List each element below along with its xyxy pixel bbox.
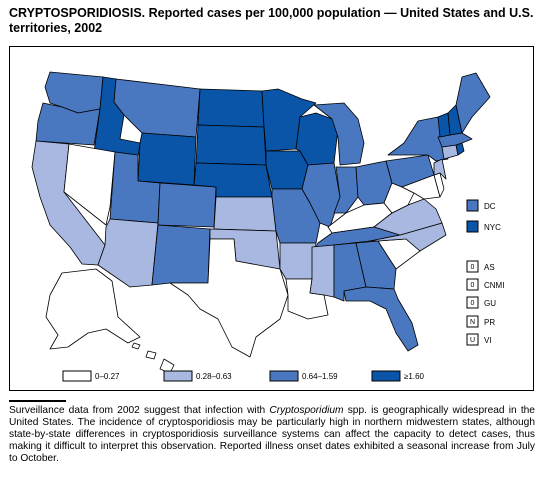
state-or bbox=[35, 102, 101, 146]
svg-text:PR: PR bbox=[484, 318, 495, 327]
legend-swatch-2 bbox=[269, 370, 299, 382]
territory-cnmi: 0 CNMI bbox=[466, 278, 504, 291]
caption-pre: Surveillance data from 2002 suggest that… bbox=[9, 405, 270, 416]
svg-text:0: 0 bbox=[471, 300, 475, 307]
state-mi bbox=[313, 102, 365, 166]
state-ia bbox=[265, 150, 309, 190]
caption-post: spp. is geographically widespread in the… bbox=[9, 405, 535, 464]
state-ct bbox=[441, 144, 459, 160]
inset-nyc-label: NYC bbox=[484, 223, 501, 232]
state-nj bbox=[433, 158, 447, 180]
state-ms bbox=[309, 244, 335, 298]
svg-text:GU: GU bbox=[484, 299, 496, 308]
caption: Surveillance data from 2002 suggest that… bbox=[9, 405, 535, 465]
state-co bbox=[157, 182, 217, 228]
territory-list: 0 AS 0 CNMI 0 GU N PR U VI bbox=[466, 260, 504, 346]
svg-text:CNMI: CNMI bbox=[484, 281, 504, 290]
state-tx bbox=[169, 238, 289, 358]
state-ks bbox=[213, 196, 277, 232]
caption-italic: Cryptosporidium bbox=[269, 405, 344, 416]
state-hi bbox=[131, 342, 175, 374]
legend-swatch-1 bbox=[163, 370, 193, 382]
territory-vi: U VI bbox=[466, 333, 492, 346]
territory-pr: N PR bbox=[466, 315, 495, 328]
legend-swatch-3 bbox=[371, 370, 401, 382]
legend-label-0: 0–0.27 bbox=[95, 372, 120, 381]
inset-nyc-swatch bbox=[466, 220, 479, 233]
legend-label-1: 0.28–0.63 bbox=[196, 372, 232, 381]
state-il bbox=[301, 162, 341, 228]
page-title: CRYPTOSPORIDIOSIS. Reported cases per 10… bbox=[9, 6, 534, 35]
state-sd bbox=[195, 124, 267, 166]
svg-text:U: U bbox=[470, 337, 475, 344]
state-ar bbox=[279, 242, 317, 280]
caption-rule bbox=[9, 400, 66, 402]
legend-label-3: ≥1.60 bbox=[404, 372, 425, 381]
state-wy bbox=[137, 132, 197, 186]
svg-text:N: N bbox=[470, 319, 475, 326]
inset-dc-swatch bbox=[466, 199, 479, 212]
legend-label-2: 0.64–1.59 bbox=[302, 372, 338, 381]
state-mt bbox=[113, 78, 201, 138]
territory-gu: 0 GU bbox=[466, 296, 496, 309]
svg-text:0: 0 bbox=[471, 282, 475, 289]
legend-swatch-0 bbox=[62, 370, 92, 382]
map-panel: DC NYC 0 AS 0 CNMI 0 GU N PR bbox=[9, 46, 534, 391]
svg-text:AS: AS bbox=[484, 263, 495, 272]
state-nv bbox=[63, 143, 116, 226]
inset-dc-label: DC bbox=[484, 202, 496, 211]
svg-text:VI: VI bbox=[484, 336, 492, 345]
state-ak bbox=[45, 268, 141, 350]
state-nm bbox=[151, 224, 211, 286]
state-nd bbox=[197, 88, 265, 128]
choropleth-map: DC NYC 0 AS 0 CNMI 0 GU N PR bbox=[31, 71, 504, 382]
state-me bbox=[455, 72, 491, 134]
state-fl bbox=[343, 286, 419, 352]
legend: 0–0.27 0.28–0.63 0.64–1.59 ≥1.60 bbox=[62, 370, 425, 382]
svg-text:0: 0 bbox=[471, 264, 475, 271]
territory-as: 0 AS bbox=[466, 260, 495, 273]
state-md bbox=[401, 174, 441, 200]
